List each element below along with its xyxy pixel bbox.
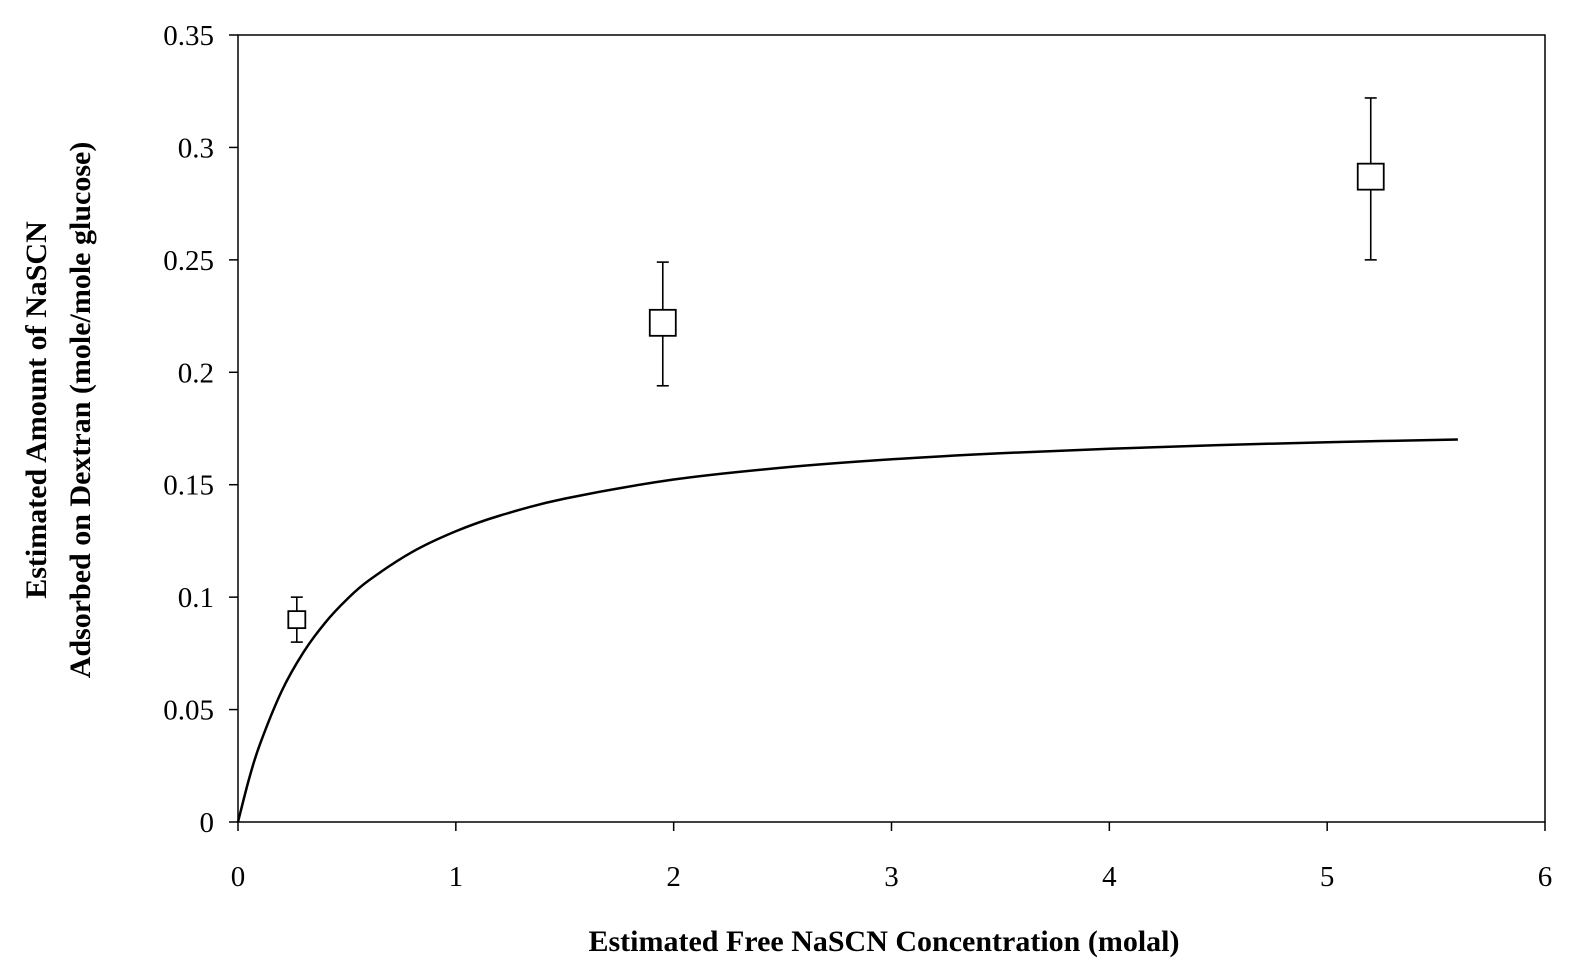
fit-curve [236,438,1458,823]
y-axis-title-line-1: Estimated Amount of NaSCN [20,221,53,599]
tick-labels-layer: 0 1 2 3 4 5 6 0 0.05 0.1 0.15 0.2 0.25 0.3 0.35 [163,20,1552,893]
fit-curve-layer [236,438,1458,823]
x-tick-label-0: 0 [231,861,246,893]
y-axis-title-line-2: Adsorbed on Dextran (mole/mole glucose) [64,142,97,679]
y-tick-label-1: 0.05 [163,695,214,727]
data-points-layer [287,97,1385,643]
y-tick-label-2: 0.1 [178,582,214,614]
data-point-marker-0 [287,610,307,630]
data-point-marker-2 [1356,162,1385,191]
y-tick-label-5: 0.25 [163,245,214,277]
x-tick-label-1: 1 [449,861,464,893]
y-tick-label-0: 0 [200,807,215,839]
x-axis-title: Estimated Free NaSCN Concentration (mola… [588,925,1179,958]
y-tick-label-3: 0.15 [163,470,214,502]
x-tick-label-4: 4 [1102,861,1117,893]
x-tick-label-6: 6 [1538,861,1553,893]
y-tick-label-6: 0.3 [178,132,214,164]
x-tick-label-5: 5 [1320,861,1335,893]
x-tick-label-3: 3 [884,861,899,893]
y-tick-label-4: 0.2 [178,357,214,389]
y-axis-title: Estimated Amount of NaSCN Adsorbed on De… [20,142,97,679]
data-point-marker-1 [648,308,677,337]
y-tick-label-7: 0.35 [163,20,214,52]
x-tick-label-2: 2 [666,861,681,893]
axes [229,34,1546,831]
